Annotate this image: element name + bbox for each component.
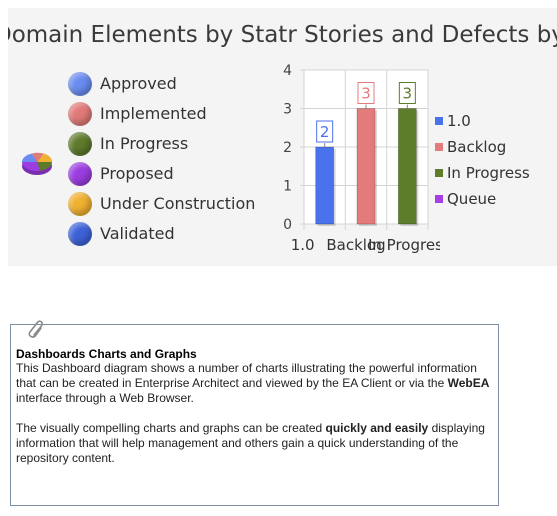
note-title: Dashboards Charts and Graphs [16, 347, 197, 361]
y-tick-label: 4 [283, 63, 292, 79]
note-paragraph-2: The visually compelling charts and graph… [16, 421, 485, 465]
x-tick-label: In Progress [368, 236, 440, 254]
series-swatch-icon [435, 195, 443, 203]
legend-item-validated: Validated [68, 222, 268, 250]
bar-legend-item: Queue [435, 190, 555, 212]
data-label: 3 [403, 85, 413, 103]
legend-label: Under Construction [100, 194, 256, 213]
x-tick-label: 1.0 [291, 236, 315, 254]
note-body: This Dashboard diagram shows a number of… [16, 361, 498, 481]
bar-legend-item: In Progress [435, 164, 555, 186]
y-tick-label: 0 [283, 217, 292, 233]
legend-item-under-construction: Under Construction [68, 192, 268, 220]
legend-label: In Progress [100, 134, 189, 153]
x-tick-label: Backlog [326, 236, 385, 254]
under-construction-swatch-icon [68, 192, 92, 216]
data-label: 2 [320, 123, 330, 141]
series-swatch-icon [435, 117, 443, 125]
legend-item-implemented: Implemented [68, 102, 268, 130]
note-box[interactable]: Dashboards Charts and Graphs This Dashbo… [10, 320, 499, 506]
pie-chart-icon [21, 152, 53, 175]
chart-title: Domain Elements by Statr Stories and Def… [8, 22, 557, 48]
legend-item-approved: Approved [68, 72, 268, 100]
approved-swatch-icon [68, 72, 92, 96]
legend-item-in-progress: In Progress [68, 132, 268, 160]
legend-label: Proposed [100, 164, 174, 183]
paperclip-icon [28, 320, 43, 338]
proposed-swatch-icon [68, 162, 92, 186]
validated-swatch-icon [68, 222, 92, 246]
data-label-box [357, 82, 375, 104]
bar [356, 108, 376, 225]
bar-legend-label: 1.0 [447, 112, 471, 130]
legend-label: Approved [100, 74, 177, 93]
webea-emphasis: WebEA [447, 376, 490, 390]
legend-label: Implemented [100, 104, 207, 123]
data-label: 3 [361, 85, 371, 103]
data-label-box [316, 120, 334, 143]
legend-label: Validated [100, 224, 175, 243]
note-paragraph-1: This Dashboard diagram shows a number of… [16, 361, 490, 405]
chart-panel: Domain Elements by Statr Stories and Def… [8, 8, 557, 266]
data-label-box [398, 82, 416, 104]
bar-legend-label: Backlog [447, 138, 507, 156]
bar [315, 146, 335, 225]
implemented-swatch-icon [68, 102, 92, 126]
bar-legend-label: Queue [447, 190, 497, 208]
y-tick-label: 1 [283, 179, 292, 195]
series-swatch-icon [435, 169, 443, 177]
bar-legend-item: Backlog [435, 138, 555, 160]
series-swatch-icon [435, 143, 443, 151]
y-tick-label: 3 [283, 102, 292, 118]
y-tick-label: 2 [283, 140, 292, 156]
quickly-easily-emphasis: quickly and easily [325, 421, 429, 435]
bar [397, 108, 417, 225]
legend-item-proposed: Proposed [68, 162, 268, 190]
in-progress-swatch-icon [68, 132, 92, 156]
bar-legend-item: 1.0 [435, 112, 555, 134]
bar-legend-label: In Progress [447, 164, 530, 182]
